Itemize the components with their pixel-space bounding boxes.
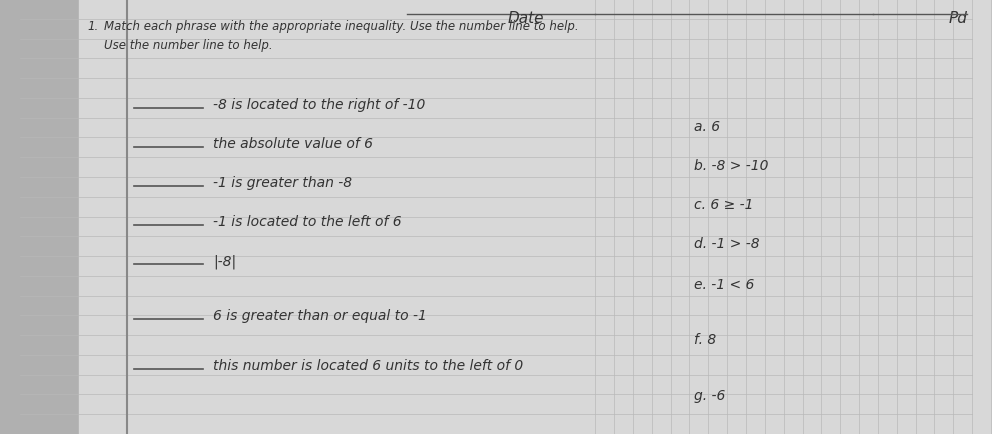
Text: 1.: 1. (87, 20, 98, 33)
Text: Match each phrase with the appropriate inequality. Use the number line to help.: Match each phrase with the appropriate i… (104, 20, 578, 33)
Text: -8 is located to the right of -10: -8 is located to the right of -10 (213, 98, 426, 112)
Text: d. -1 > -8: d. -1 > -8 (694, 237, 760, 250)
Text: f. 8: f. 8 (694, 332, 716, 346)
Text: this number is located 6 units to the left of 0: this number is located 6 units to the le… (213, 358, 524, 372)
Text: |-8|: |-8| (213, 254, 236, 268)
Text: Date: Date (508, 11, 544, 26)
Text: 6 is greater than or equal to -1: 6 is greater than or equal to -1 (213, 308, 428, 322)
Text: a. 6: a. 6 (694, 119, 720, 133)
Text: c. 6 ≥ -1: c. 6 ≥ -1 (694, 197, 754, 211)
Text: Pd: Pd (948, 11, 967, 26)
Text: g. -6: g. -6 (694, 388, 726, 402)
Text: -1 is located to the left of 6: -1 is located to the left of 6 (213, 215, 402, 229)
Polygon shape (79, 0, 992, 434)
Text: -1 is greater than -8: -1 is greater than -8 (213, 176, 352, 190)
Text: e. -1 < 6: e. -1 < 6 (694, 278, 755, 292)
Text: Use the number line to help.: Use the number line to help. (104, 39, 273, 52)
Text: b. -8 > -10: b. -8 > -10 (694, 158, 769, 172)
Text: the absolute value of 6: the absolute value of 6 (213, 137, 373, 151)
